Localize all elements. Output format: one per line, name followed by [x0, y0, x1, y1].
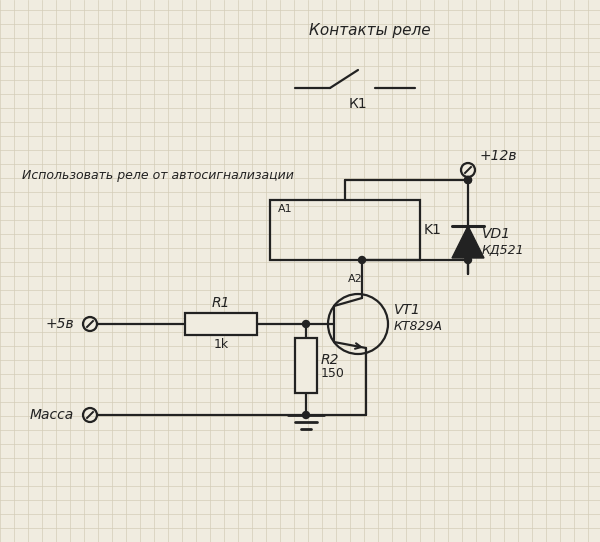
Text: R1: R1 — [212, 296, 230, 310]
Text: A2: A2 — [347, 274, 362, 284]
Text: VD1: VD1 — [482, 227, 511, 241]
Circle shape — [302, 411, 310, 418]
Circle shape — [464, 177, 472, 184]
Text: R2: R2 — [321, 352, 340, 366]
Polygon shape — [452, 226, 484, 258]
Text: Контакты реле: Контакты реле — [309, 23, 431, 37]
Circle shape — [464, 256, 472, 263]
Text: К1: К1 — [349, 97, 367, 111]
Text: Масса: Масса — [30, 408, 74, 422]
Text: КТ829А: КТ829А — [394, 319, 443, 332]
Bar — [295, 338, 317, 393]
Text: 150: 150 — [321, 367, 345, 380]
Text: КД521: КД521 — [482, 243, 524, 256]
Circle shape — [464, 177, 472, 184]
Text: K1: K1 — [424, 223, 442, 237]
Text: +12в: +12в — [480, 149, 517, 163]
Circle shape — [359, 256, 365, 263]
Text: Использовать реле от автосигнализации: Использовать реле от автосигнализации — [22, 169, 294, 182]
Circle shape — [302, 320, 310, 327]
Text: 1k: 1k — [214, 338, 229, 351]
Text: A1: A1 — [278, 204, 293, 214]
Bar — [270, 200, 420, 260]
Bar — [185, 313, 257, 335]
Text: +5в: +5в — [46, 317, 74, 331]
Text: VT1: VT1 — [394, 303, 421, 317]
